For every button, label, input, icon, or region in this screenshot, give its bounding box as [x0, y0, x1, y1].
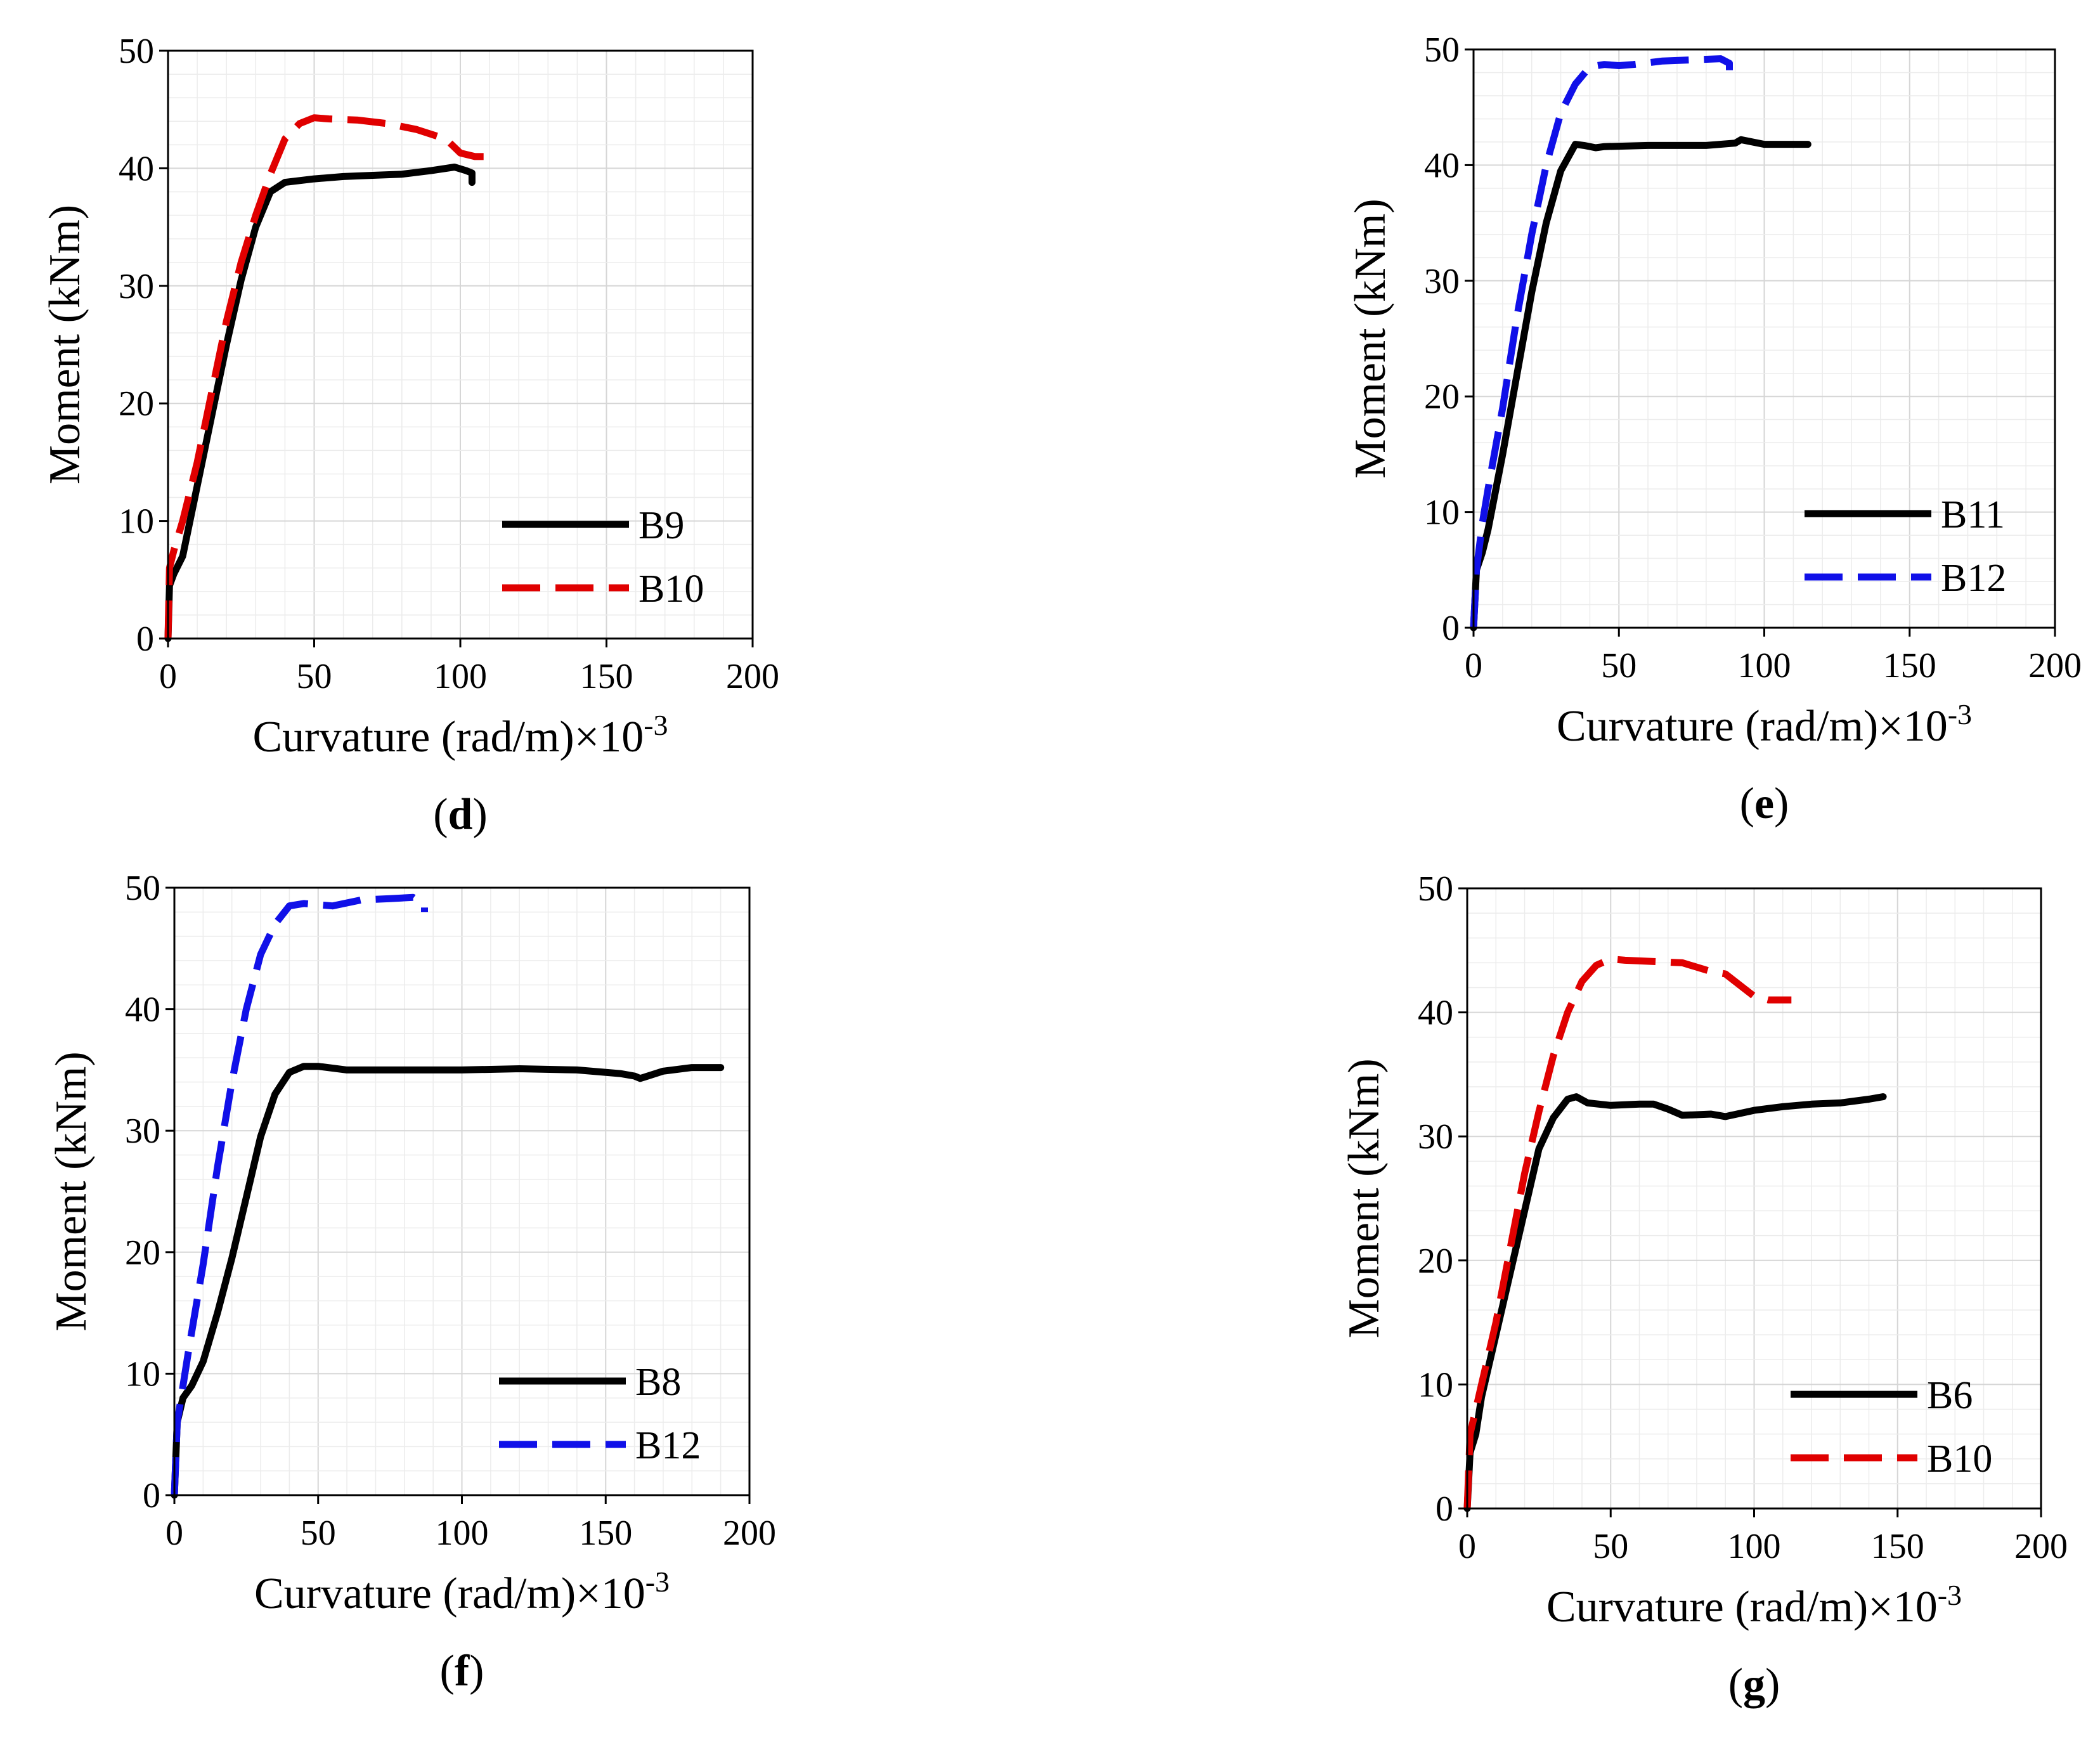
grid-f — [174, 887, 750, 1496]
x-tick-label: 100 — [1738, 646, 1791, 685]
series-line-b9 — [164, 164, 476, 642]
x-tick-label: 0 — [1458, 1527, 1476, 1566]
y-tick-label: 30 — [125, 1112, 160, 1151]
x-axis-title-g: Curvature (rad/m)×10-3 — [1546, 1579, 1962, 1631]
series-line-b12 — [171, 893, 428, 1496]
y-tick-label: 50 — [1418, 871, 1453, 909]
x-tick-label: 200 — [2028, 646, 2082, 685]
series-line-b10 — [1463, 956, 1792, 1509]
chart-panel-e: 0 50 100 150 200 0 10 20 30 40 50 Curvature (rad/m… — [1050, 0, 2100, 871]
x-tick-label: 150 — [1871, 1527, 1924, 1566]
x-tick-label: 200 — [2014, 1527, 2068, 1566]
y-axis-title-d: Moment (kNm) — [41, 205, 89, 484]
x-tick-label: 100 — [434, 657, 487, 696]
panel-label-d: (d) — [433, 790, 488, 839]
legend-label-b11: B11 — [1941, 493, 2005, 536]
panel-label-e: (e) — [1740, 779, 1789, 828]
y-tick-label: 30 — [119, 267, 154, 306]
x-tick-label: 50 — [1601, 646, 1637, 685]
ticks-e: 0 50 100 150 200 0 10 20 30 40 50 — [1424, 30, 2082, 685]
y-tick-label: 10 — [125, 1354, 160, 1394]
y-tick-label: 20 — [119, 384, 154, 424]
chart-panel-f: 0 50 100 150 200 0 10 20 30 40 50 Curvature (rad/m… — [0, 869, 1050, 1742]
panel-label-f: (f) — [440, 1647, 484, 1696]
y-axis-title-g: Moment (kNm) — [1340, 1058, 1389, 1338]
chart-d-svg: 0 50 100 150 200 0 10 20 30 40 50 Curvature (rad/m… — [41, 32, 779, 839]
x-tick-label: 100 — [436, 1514, 489, 1553]
x-tick-label: 150 — [580, 657, 633, 696]
ticks-f: 0 50 100 150 200 0 10 20 30 40 50 — [125, 869, 776, 1553]
x-tick-label: 50 — [297, 657, 332, 696]
grid-d — [167, 50, 753, 639]
y-tick-label: 10 — [119, 502, 154, 542]
series-line-b11 — [1470, 136, 1812, 632]
y-tick-label: 0 — [136, 620, 154, 659]
y-tick-label: 30 — [1424, 262, 1460, 301]
x-tick-label: 150 — [1883, 646, 1936, 685]
y-tick-label: 50 — [1424, 30, 1460, 70]
legend-label-b12: B12 — [1941, 557, 2006, 600]
x-tick-label: 0 — [165, 1514, 183, 1553]
series-line-b10 — [164, 114, 490, 639]
series-layer-f — [171, 893, 725, 1499]
series-line-b12 — [1470, 55, 1733, 628]
y-tick-label: 40 — [1418, 994, 1453, 1033]
y-tick-label: 0 — [1436, 1489, 1453, 1529]
x-tick-label: 0 — [1465, 646, 1482, 685]
legend-label-b6: B6 — [1927, 1374, 1973, 1417]
y-tick-label: 40 — [119, 149, 154, 188]
ticks-g: 0 50 100 150 200 0 10 20 30 40 50 — [1418, 869, 2068, 1566]
y-axis-title-f: Moment (kNm) — [47, 1051, 96, 1331]
y-tick-label: 20 — [1418, 1242, 1453, 1281]
series-layer-e — [1470, 55, 1812, 632]
x-tick-label: 200 — [723, 1514, 776, 1553]
y-tick-label: 10 — [1424, 493, 1460, 533]
y-tick-label: 0 — [143, 1476, 160, 1515]
chart-f-svg: 0 50 100 150 200 0 10 20 30 40 50 Curvature (rad/m… — [47, 869, 776, 1696]
legend-label-b10: B10 — [638, 568, 704, 611]
y-axis-title-e: Moment (kNm) — [1346, 198, 1395, 478]
legend-label-b9: B9 — [638, 504, 684, 547]
legend-label-b12: B12 — [635, 1424, 701, 1467]
legend-label-b10: B10 — [1927, 1437, 1992, 1481]
y-tick-label: 40 — [125, 990, 160, 1030]
x-axis-title-f: Curvature (rad/m)×10-3 — [254, 1566, 670, 1618]
panel-label-g: (g) — [1728, 1660, 1780, 1709]
y-tick-label: 0 — [1442, 609, 1460, 648]
x-axis-title-e: Curvature (rad/m)×10-3 — [1557, 698, 1972, 751]
chart-panel-g: 0 50 100 150 200 0 10 20 30 40 50 Curvature (rad/m… — [1050, 869, 2100, 1742]
series-layer-d — [164, 114, 490, 642]
y-tick-label: 50 — [125, 871, 160, 908]
legend-label-b8: B8 — [635, 1361, 681, 1404]
x-tick-label: 50 — [1593, 1527, 1628, 1566]
chart-g-svg: 0 50 100 150 200 0 10 20 30 40 50 Curvature (rad/m… — [1340, 869, 2068, 1709]
series-line-b8 — [171, 1063, 725, 1499]
series-layer-g — [1463, 956, 1887, 1512]
chart-e-svg: 0 50 100 150 200 0 10 20 30 40 50 Curvature (rad/m… — [1346, 30, 2082, 828]
x-tick-label: 100 — [1728, 1527, 1781, 1566]
x-tick-label: 50 — [301, 1514, 336, 1553]
x-tick-label: 0 — [159, 657, 177, 696]
y-tick-label: 50 — [119, 32, 154, 71]
grid-g — [1467, 888, 2042, 1509]
y-tick-label: 20 — [1424, 377, 1460, 417]
y-tick-label: 30 — [1418, 1117, 1453, 1157]
grid-e — [1473, 49, 2056, 628]
x-axis-title-d: Curvature (rad/m)×10-3 — [252, 709, 668, 762]
ticks-d: 0 50 100 150 200 0 10 20 30 40 50 — [119, 32, 779, 696]
y-tick-label: 10 — [1418, 1365, 1453, 1404]
x-tick-label: 150 — [579, 1514, 632, 1553]
y-tick-label: 40 — [1424, 146, 1460, 185]
y-tick-label: 20 — [125, 1233, 160, 1273]
x-tick-label: 200 — [726, 657, 779, 696]
chart-panel-d: 0 50 100 150 200 0 10 20 30 40 50 Curvature (rad/m… — [0, 0, 1050, 871]
